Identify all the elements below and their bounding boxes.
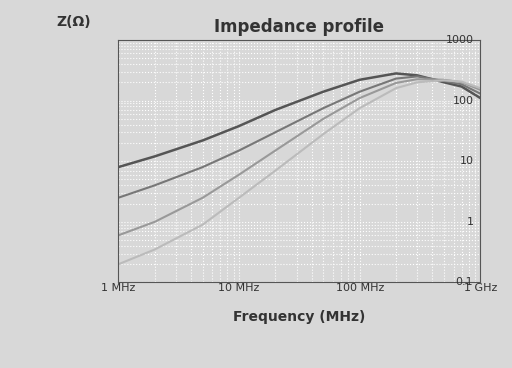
Text: Z(Ω): Z(Ω) [56, 15, 91, 29]
Text: 1: 1 [466, 217, 474, 227]
Text: 1 GHz: 1 GHz [464, 283, 497, 293]
Text: 0.1: 0.1 [456, 277, 474, 287]
Text: 10 MHz: 10 MHz [219, 283, 260, 293]
Text: 100 MHz: 100 MHz [335, 283, 384, 293]
Text: 100: 100 [453, 96, 474, 106]
Text: 1 MHz: 1 MHz [101, 283, 136, 293]
Text: 10: 10 [459, 156, 474, 166]
Title: Impedance profile: Impedance profile [215, 18, 385, 36]
X-axis label: Frequency (MHz): Frequency (MHz) [233, 309, 366, 323]
Text: 1000: 1000 [445, 35, 474, 45]
